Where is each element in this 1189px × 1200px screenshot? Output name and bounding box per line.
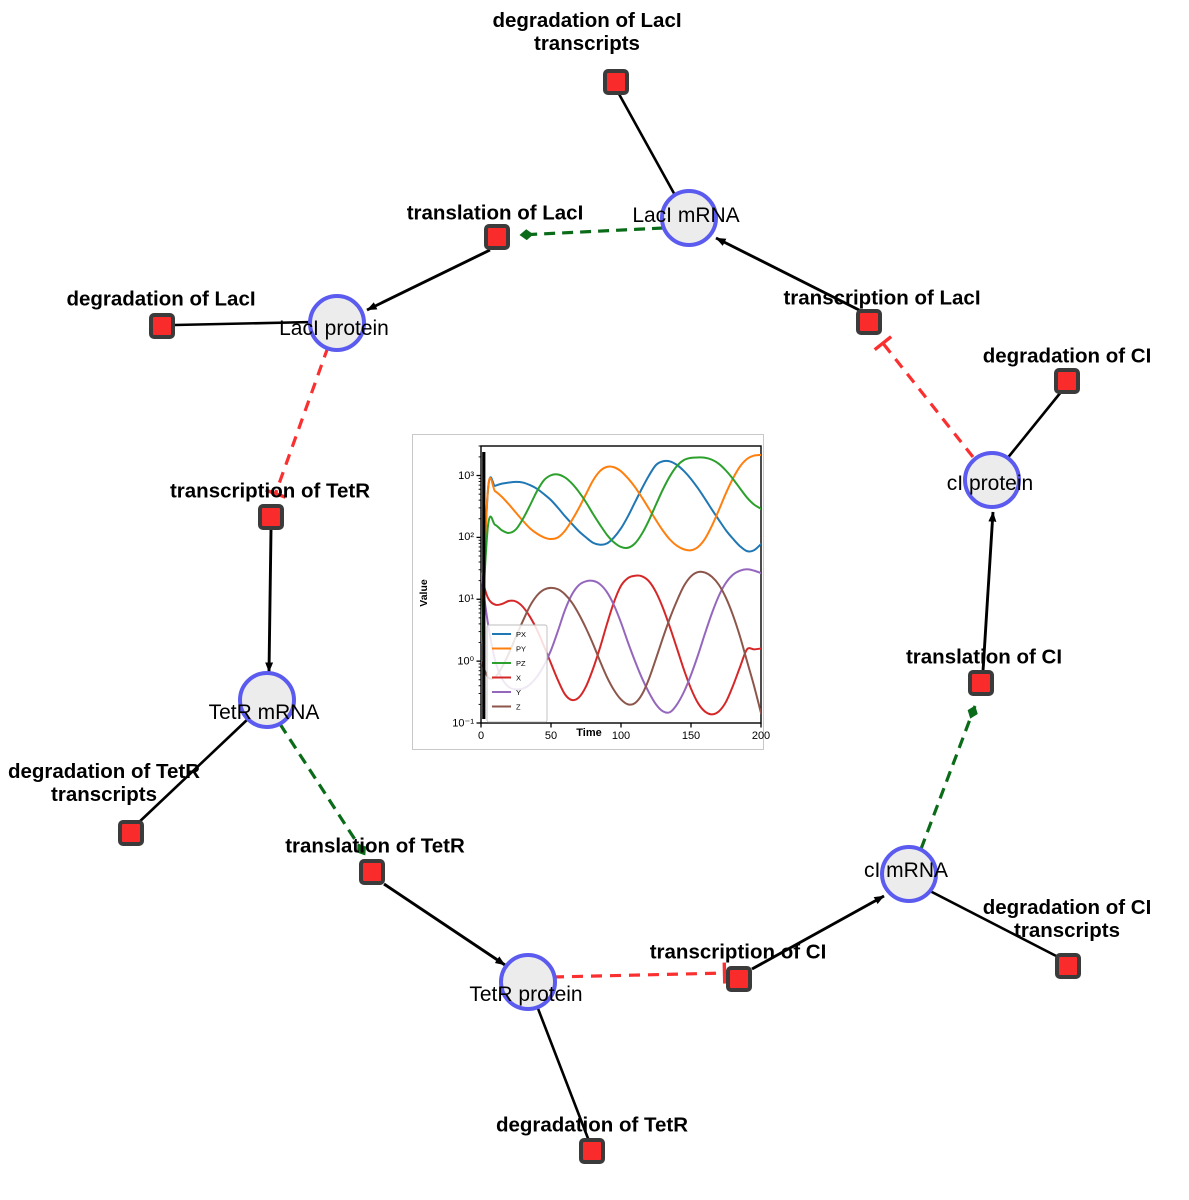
edge-layer: [135, 93, 1063, 1142]
edge-ci-mrna-to-deg-ci-transcripts: [927, 888, 1063, 961]
reaction-node-translation-of-ci[interactable]: [968, 670, 994, 696]
reaction-node-transcription-of-ci[interactable]: [726, 966, 752, 992]
edge-laci-protein-inhibits-transcription-tetr: [265, 346, 330, 499]
reaction-node-degradation-of-laci-transcripts[interactable]: [603, 69, 629, 95]
plot-ytick-label: 10⁻¹: [452, 717, 474, 730]
plot-ylabel: Value: [418, 579, 430, 607]
reaction-node-degradation-of-tetr[interactable]: [579, 1138, 605, 1164]
edge-tetr-mrna-to-deg-tetr-transcripts: [135, 717, 250, 826]
plot-xtick-label: 200: [751, 730, 771, 742]
edge-deg-laci-to-laci-protein: [174, 320, 314, 327]
plot-ytick-label: 10⁰: [457, 655, 474, 668]
plot-legend-label-z: Z: [516, 703, 521, 712]
node-layer: [118, 69, 1081, 1164]
plot-legend: PX PY PZ XYZ: [486, 624, 548, 723]
edge-tetr-mrna-to-translation-tetr: [278, 723, 367, 856]
species-node-laci-mrna[interactable]: [660, 189, 718, 247]
plot-ytick-label: 10²: [458, 531, 474, 544]
reaction-node-degradation-of-laci[interactable]: [149, 313, 175, 339]
reaction-node-degradation-of-ci-transcripts[interactable]: [1055, 953, 1081, 979]
plot-series-pz: [481, 456, 761, 644]
reaction-node-transcription-of-tetr[interactable]: [258, 504, 284, 530]
edge-ci-protein-inhibits-transcription-laci: [873, 335, 975, 458]
edge-deg-ci-to-ci-protein: [1004, 391, 1063, 461]
species-node-laci-protein[interactable]: [308, 294, 366, 352]
plot-xtick-label: 0: [477, 730, 485, 742]
species-node-tetr-mrna[interactable]: [238, 671, 296, 729]
reaction-node-translation-of-laci[interactable]: [484, 224, 510, 250]
edge-tetr-protein-to-deg-tetr: [535, 1005, 591, 1142]
species-node-ci-mrna[interactable]: [880, 845, 938, 903]
edge-transcription-tetr-to-tetr-mrna: [265, 529, 274, 673]
edge-translation-ci-to-ci-protein: [981, 511, 997, 672]
plot-legend-label-x: X: [516, 674, 521, 683]
plot-series-layer: [481, 452, 761, 719]
edge-laci-mrna-to-deg-laci-transcripts: [617, 93, 678, 198]
plot-series-x: [481, 574, 761, 716]
edge-translation-laci-to-laci-protein: [366, 248, 491, 312]
species-node-ci-protein[interactable]: [963, 451, 1021, 509]
plot-series-py: [481, 453, 761, 644]
plot-legend-label-pz: PZ: [516, 659, 526, 668]
edge-translation-tetr-to-tetr-protein: [383, 882, 506, 967]
plot-legend-label-py: PY: [516, 645, 526, 654]
reaction-node-degradation-of-tetr-transcripts[interactable]: [118, 820, 144, 846]
plot-ytick-label: 10³: [458, 469, 474, 482]
inset-timecourse-plot: PX PY PZ X Y Z Value Time 10⁻¹ 10⁰ 10¹ 10² 10³ 0 5…: [412, 434, 770, 750]
plot-xtick-label: 50: [544, 730, 558, 742]
edge-ci-mrna-to-translation-ci: [919, 705, 978, 850]
reaction-node-degradation-of-ci[interactable]: [1054, 368, 1080, 394]
plot-ticks: [476, 445, 762, 728]
plot-xlabel: Time: [576, 727, 602, 739]
plot-legend-label-y: Y: [516, 688, 521, 697]
reaction-node-transcription-of-laci[interactable]: [856, 309, 882, 335]
edge-transcription-laci-to-laci-mrna: [715, 236, 862, 313]
plot-xtick-label: 150: [681, 730, 701, 742]
plot-xtick-label: 100: [611, 730, 631, 742]
plot-ytick-label: 10¹: [458, 593, 474, 606]
reaction-node-translation-of-tetr[interactable]: [359, 859, 385, 885]
plot-series-z: [481, 570, 761, 715]
edge-transcription-ci-to-ci-mrna: [751, 894, 885, 971]
edge-laci-mrna-to-translation-laci: [519, 226, 664, 241]
edge-tetr-protein-inhibits-transcription-ci: [552, 962, 727, 984]
plot-series-px: [481, 459, 761, 644]
species-node-tetr-protein[interactable]: [499, 953, 557, 1011]
plot-svg: PX PY PZ XYZ: [476, 445, 762, 728]
plot-legend-label-px: PX: [516, 630, 526, 639]
